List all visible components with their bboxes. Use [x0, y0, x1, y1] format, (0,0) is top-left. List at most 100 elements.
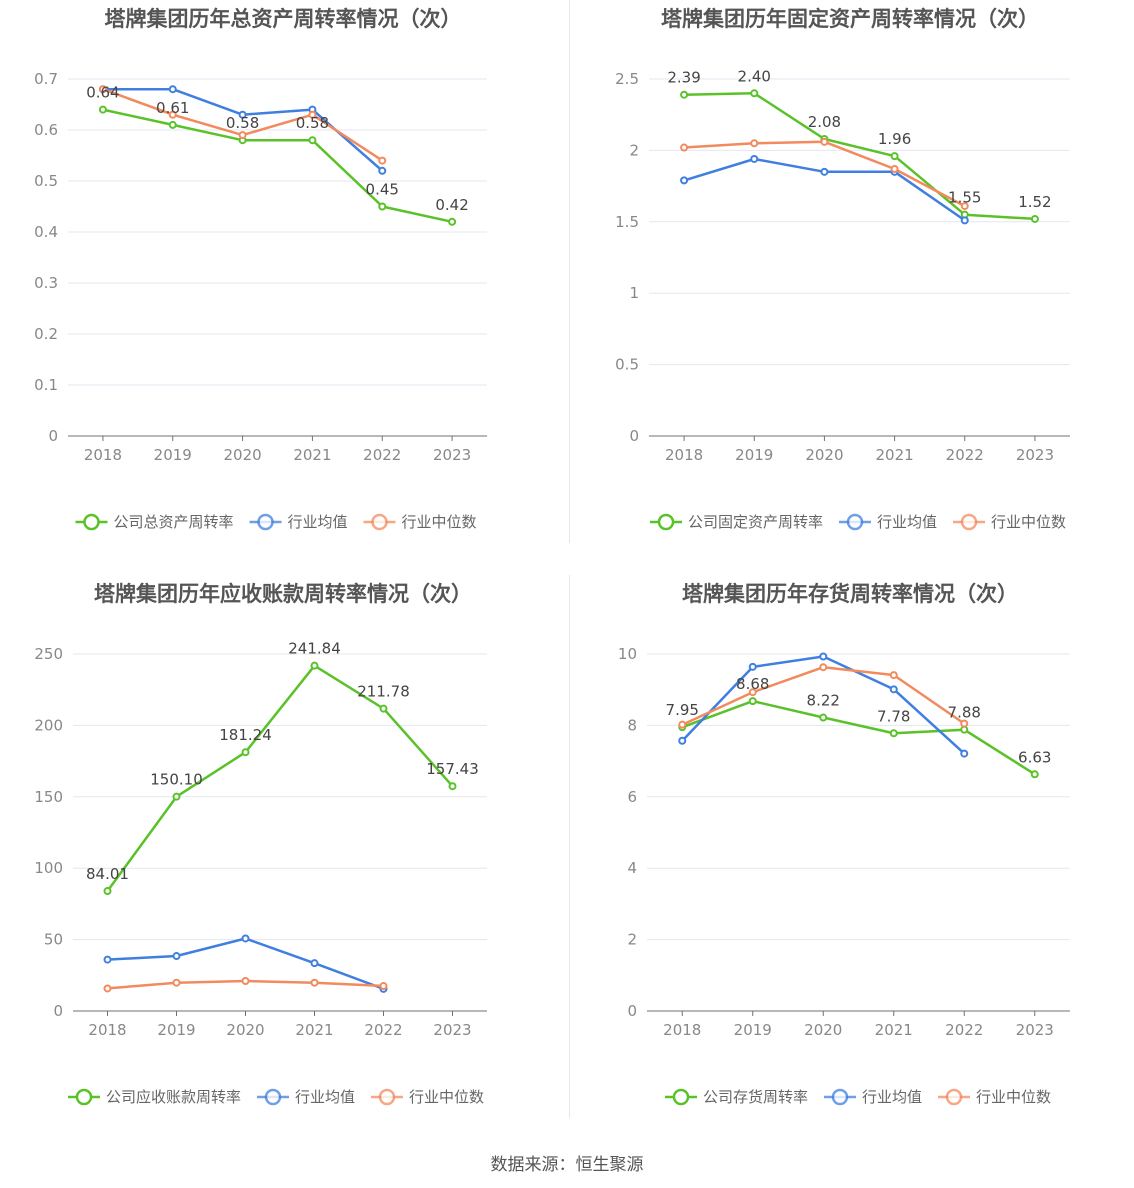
legend-item-industry_median: 行业中位数 — [953, 513, 1066, 531]
data-point-industry_median — [308, 110, 317, 119]
data-point-company — [308, 136, 317, 145]
legend-label: 公司存货周转率 — [703, 1088, 808, 1106]
data-point-industry_median — [960, 202, 969, 211]
x-tick-label: 2019 — [734, 1021, 772, 1039]
data-point-company — [310, 661, 319, 670]
data-label: 0.45 — [366, 181, 399, 199]
data-point-industry_avg — [680, 176, 689, 185]
data-point-company — [98, 105, 107, 114]
chart-title: 塔牌集团历年固定资产周转率情况（次） — [661, 7, 1039, 31]
x-tick-label: 2019 — [157, 1021, 195, 1039]
legend-item-company: 公司应收账款周转率 — [68, 1088, 241, 1106]
legend-label: 行业中位数 — [976, 1088, 1051, 1106]
data-point-industry_avg — [103, 955, 112, 964]
data-point-industry_avg — [748, 662, 757, 671]
data-label: 0.42 — [435, 196, 468, 214]
legend-marker — [846, 513, 864, 531]
y-tick-label: 0.7 — [34, 70, 58, 88]
y-tick-label: 1 — [629, 284, 639, 302]
legend-item-industry_avg: 行业均值 — [257, 1088, 355, 1106]
y-tick-label: 0.4 — [34, 223, 58, 241]
x-tick-label: 2021 — [875, 1021, 913, 1039]
data-label: 0.58 — [296, 114, 329, 132]
legend-marker — [672, 1088, 690, 1106]
x-tick-label: 2019 — [735, 446, 773, 464]
panel-divider-bottom — [569, 575, 570, 1118]
data-label: 211.78 — [357, 683, 410, 701]
data-point-industry_median — [378, 156, 387, 165]
legend-item-industry_avg: 行业均值 — [824, 1088, 922, 1106]
data-label: 8.22 — [807, 692, 840, 710]
data-label: 7.95 — [666, 701, 699, 719]
x-tick-label: 2020 — [226, 1021, 264, 1039]
legend-marker — [257, 513, 274, 531]
x-tick-label: 2020 — [223, 446, 261, 464]
data-point-industry_avg — [889, 685, 898, 694]
data-point-industry_avg — [960, 216, 969, 225]
y-tick-label: 2 — [629, 141, 639, 159]
series-line-company — [681, 699, 1036, 776]
legend-label: 行业中位数 — [991, 513, 1066, 531]
y-tick-label: 200 — [34, 716, 63, 734]
data-point-company — [168, 120, 177, 129]
y-tick-label: 0 — [629, 427, 639, 445]
data-label: 0.64 — [86, 84, 119, 102]
data-point-company — [1030, 770, 1039, 779]
data-point-company — [890, 152, 899, 161]
data-label: 157.43 — [426, 760, 479, 778]
chart-panel-receivables-turnover: 塔牌集团历年应收账款周转率情况（次） 0 50 100 150 200 250 2018 201… — [0, 575, 567, 1150]
legend-item-industry_median: 行业中位数 — [371, 1088, 484, 1106]
chart-panel-fixed-asset-turnover: 塔牌集团历年固定资产周转率情况（次） 0 0.5 1 1.5 2 2.5 2018 2019 20… — [567, 0, 1134, 575]
chart-title: 塔牌集团历年应收账款周转率情况（次） — [94, 582, 472, 606]
y-tick-label: 150 — [34, 788, 63, 806]
data-point-company — [448, 217, 457, 226]
data-point-industry_median — [241, 977, 250, 986]
legend-item-industry_median: 行业中位数 — [938, 1088, 1051, 1106]
data-point-company — [750, 89, 759, 98]
legend-marker — [831, 1088, 849, 1106]
legend-item-company: 公司固定资产周转率 — [650, 513, 823, 531]
x-tick-label: 2020 — [804, 1021, 842, 1039]
data-label: 150.10 — [150, 771, 203, 789]
data-point-company — [819, 713, 828, 722]
data-label: 181.24 — [219, 726, 272, 744]
x-tick-label: 2023 — [1016, 1021, 1054, 1039]
x-tick-label: 2022 — [946, 446, 984, 464]
y-tick-label: 50 — [44, 931, 63, 949]
legend-marker — [945, 1088, 963, 1106]
y-tick-label: 1.5 — [615, 213, 639, 231]
data-point-industry_median — [889, 671, 898, 680]
data-label: 6.63 — [1018, 748, 1051, 766]
data-point-company — [172, 792, 181, 801]
data-point-company — [379, 704, 388, 713]
legend-label: 公司应收账款周转率 — [106, 1088, 241, 1106]
y-tick-label: 0 — [48, 427, 58, 445]
y-tick-label: 10 — [618, 645, 637, 663]
data-point-industry_avg — [960, 749, 969, 758]
data-point-industry_median — [98, 85, 107, 94]
series-line-company — [106, 664, 454, 892]
data-label: 2.39 — [667, 69, 700, 87]
data-point-industry_median — [310, 978, 319, 987]
data-point-company — [889, 729, 898, 738]
chart-svg: 塔牌集团历年总资产周转率情况（次） 0 0.1 0.2 0.3 0.4 0.5 0.6 0.7 2… — [34, 7, 487, 531]
legend-marker — [83, 513, 100, 531]
data-point-industry_avg — [820, 167, 829, 176]
data-point-industry_median — [678, 720, 687, 729]
y-tick-label: 0.1 — [34, 376, 58, 394]
data-point-company — [748, 697, 757, 706]
x-tick-label: 2022 — [945, 1021, 983, 1039]
data-point-company — [448, 782, 457, 791]
legend-marker — [378, 1088, 396, 1106]
data-point-company — [680, 90, 689, 99]
y-tick-label: 8 — [627, 716, 637, 734]
chart-svg: 塔牌集团历年应收账款周转率情况（次） 0 50 100 150 200 250 2018 201… — [34, 582, 487, 1106]
data-label: 2.40 — [738, 67, 771, 85]
legend-label: 公司固定资产周转率 — [688, 513, 823, 531]
legend-item-industry_avg: 行业均值 — [839, 513, 937, 531]
data-point-industry_avg — [310, 959, 319, 968]
y-tick-label: 0.6 — [34, 121, 58, 139]
data-label: 1.52 — [1018, 193, 1051, 211]
legend-marker — [657, 513, 675, 531]
data-point-industry_median — [750, 139, 759, 148]
